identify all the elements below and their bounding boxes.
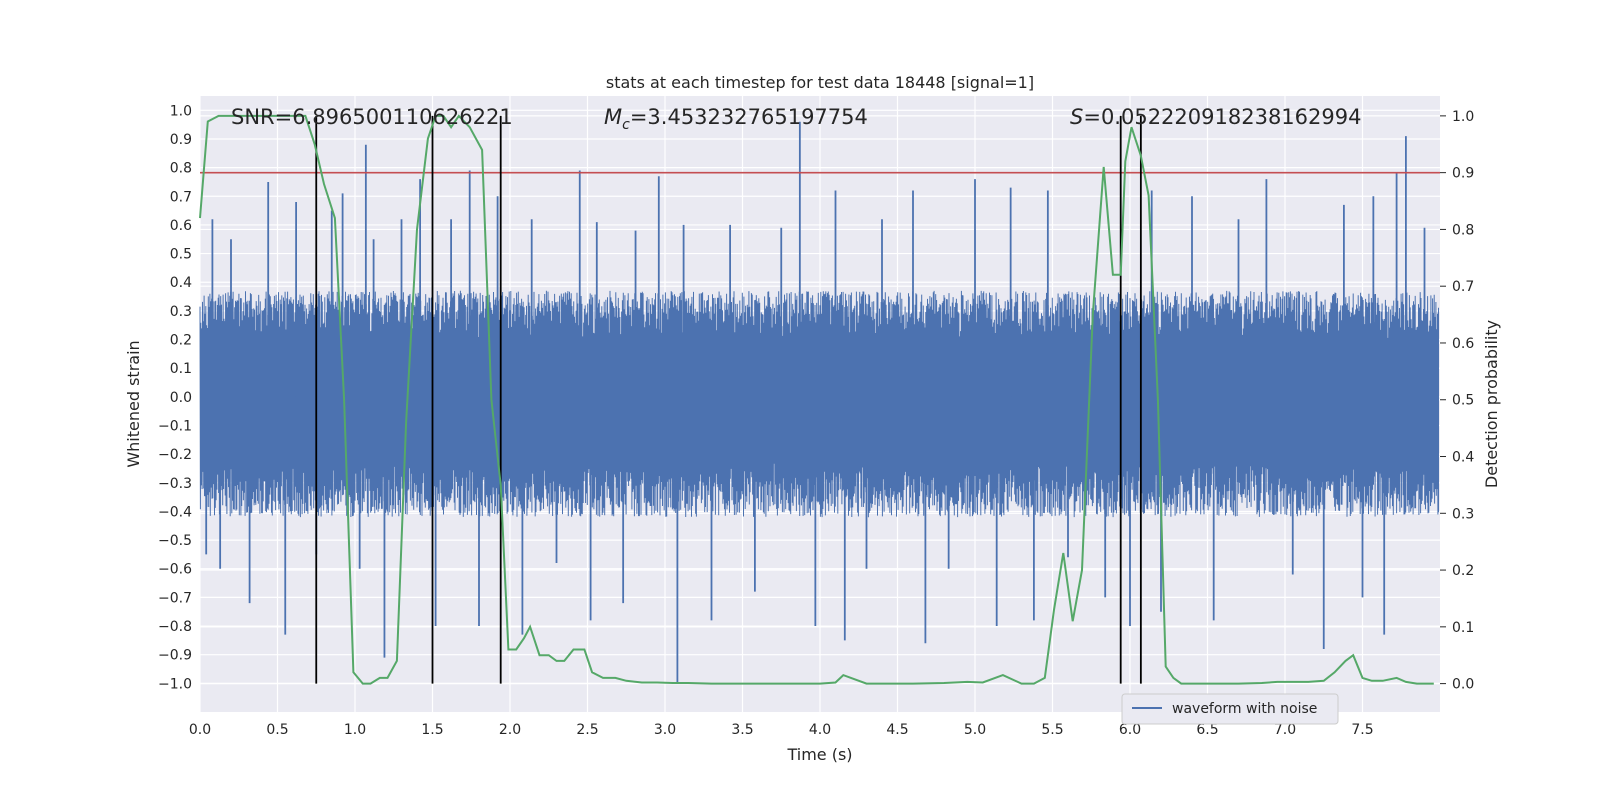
axis-layer: 0.0 0.5 1.0 1.5 2.0 2.5 3.0 3.5 4.0 4.5 5.0 5.5 6.0 6… — [158, 103, 1474, 738]
legend-entry: waveform with noise — [1172, 701, 1317, 717]
x-tick-label: 5.5 — [1041, 722, 1063, 738]
x-tick-label: 2.0 — [499, 722, 521, 738]
y-tick-label: −0.8 — [158, 619, 192, 635]
legend-box — [1121, 693, 1339, 725]
y-tick-label: 0.9 — [170, 132, 192, 148]
y-tick-label: 0.6 — [170, 218, 192, 234]
y-tick-label: −0.2 — [158, 447, 192, 463]
mc-value: =3.453232765197754 — [630, 105, 868, 129]
waveform-noise — [199, 290, 1439, 518]
data-layer — [199, 114, 1440, 685]
y2-tick-label: 0.9 — [1452, 166, 1474, 182]
y2-tick-label: 0.1 — [1452, 620, 1474, 636]
mc-subscript: c — [622, 117, 630, 133]
y-tick-label: 0.5 — [170, 247, 192, 263]
x-axis-label: Time (s) — [786, 745, 852, 764]
s-value: =0.052220918238162994 — [1083, 105, 1361, 129]
y-tick-label: 0.8 — [170, 161, 192, 177]
x-tick-label: 0.0 — [189, 722, 211, 738]
x-tick-label: 7.5 — [1351, 722, 1373, 738]
y2-tick-label: 1.0 — [1452, 109, 1474, 125]
x-tick-label: 4.0 — [809, 722, 831, 738]
x-tick-label: 1.0 — [344, 722, 366, 738]
x-tick-label: 6.0 — [1119, 722, 1141, 738]
x-tick-label: 5.0 — [964, 722, 986, 738]
y2-tick-label: 0.7 — [1452, 279, 1474, 295]
y2-tick-label: 0.5 — [1452, 393, 1474, 409]
chart-title: stats at each timestep for test data 184… — [606, 73, 1034, 92]
y2-tick-label: 0.4 — [1452, 450, 1474, 466]
snr-annotation: SNR=6.896500110626221 — [231, 105, 513, 129]
y-tick-label: −0.4 — [158, 504, 192, 520]
y2-axis-label: Detection probability — [1482, 320, 1501, 488]
y-tick-label: 0.4 — [170, 275, 192, 291]
mc-annotation: Mc=3.453232765197754 — [604, 105, 868, 133]
y-tick-label: −0.9 — [158, 648, 192, 664]
detection-probability-line — [199, 114, 1434, 685]
y-tick-label: −0.3 — [158, 476, 192, 492]
y-tick-label: 0.3 — [170, 304, 192, 320]
y2-tick-label: 0.3 — [1452, 506, 1474, 522]
x-tick-label: 7.0 — [1274, 722, 1296, 738]
y-axis-label: Whitened strain — [124, 340, 143, 467]
y-tick-label: 0.0 — [170, 390, 192, 406]
y2-tick-label: 0.6 — [1452, 336, 1474, 352]
s-annotation: S=0.052220918238162994 — [1070, 105, 1361, 129]
x-tick-label: 6.5 — [1196, 722, 1218, 738]
y2-tick-label: 0.2 — [1452, 563, 1474, 579]
y-tick-label: −0.7 — [158, 590, 192, 606]
x-tick-label: 0.5 — [266, 722, 288, 738]
s-symbol: S — [1070, 105, 1083, 129]
y-tick-label: 0.2 — [170, 333, 192, 349]
legend: waveform with noise — [1121, 693, 1339, 725]
y-tick-label: −1.0 — [158, 676, 192, 692]
y-tick-label: −0.6 — [158, 562, 192, 578]
y-tick-label: −0.1 — [158, 418, 192, 434]
x-tick-label: 2.5 — [576, 722, 598, 738]
x-tick-label: 3.5 — [731, 722, 753, 738]
y2-tick-label: 0.0 — [1452, 677, 1474, 693]
y-tick-label: −0.5 — [158, 533, 192, 549]
y-tick-label: 1.0 — [170, 103, 192, 119]
x-tick-label: 1.5 — [421, 722, 443, 738]
mc-symbol: M — [604, 105, 622, 129]
x-tick-label: 4.5 — [886, 722, 908, 738]
y2-tick-label: 0.8 — [1452, 222, 1474, 238]
y-tick-label: 0.1 — [170, 361, 192, 377]
y-tick-label: 0.7 — [170, 189, 192, 205]
x-tick-label: 3.0 — [654, 722, 676, 738]
